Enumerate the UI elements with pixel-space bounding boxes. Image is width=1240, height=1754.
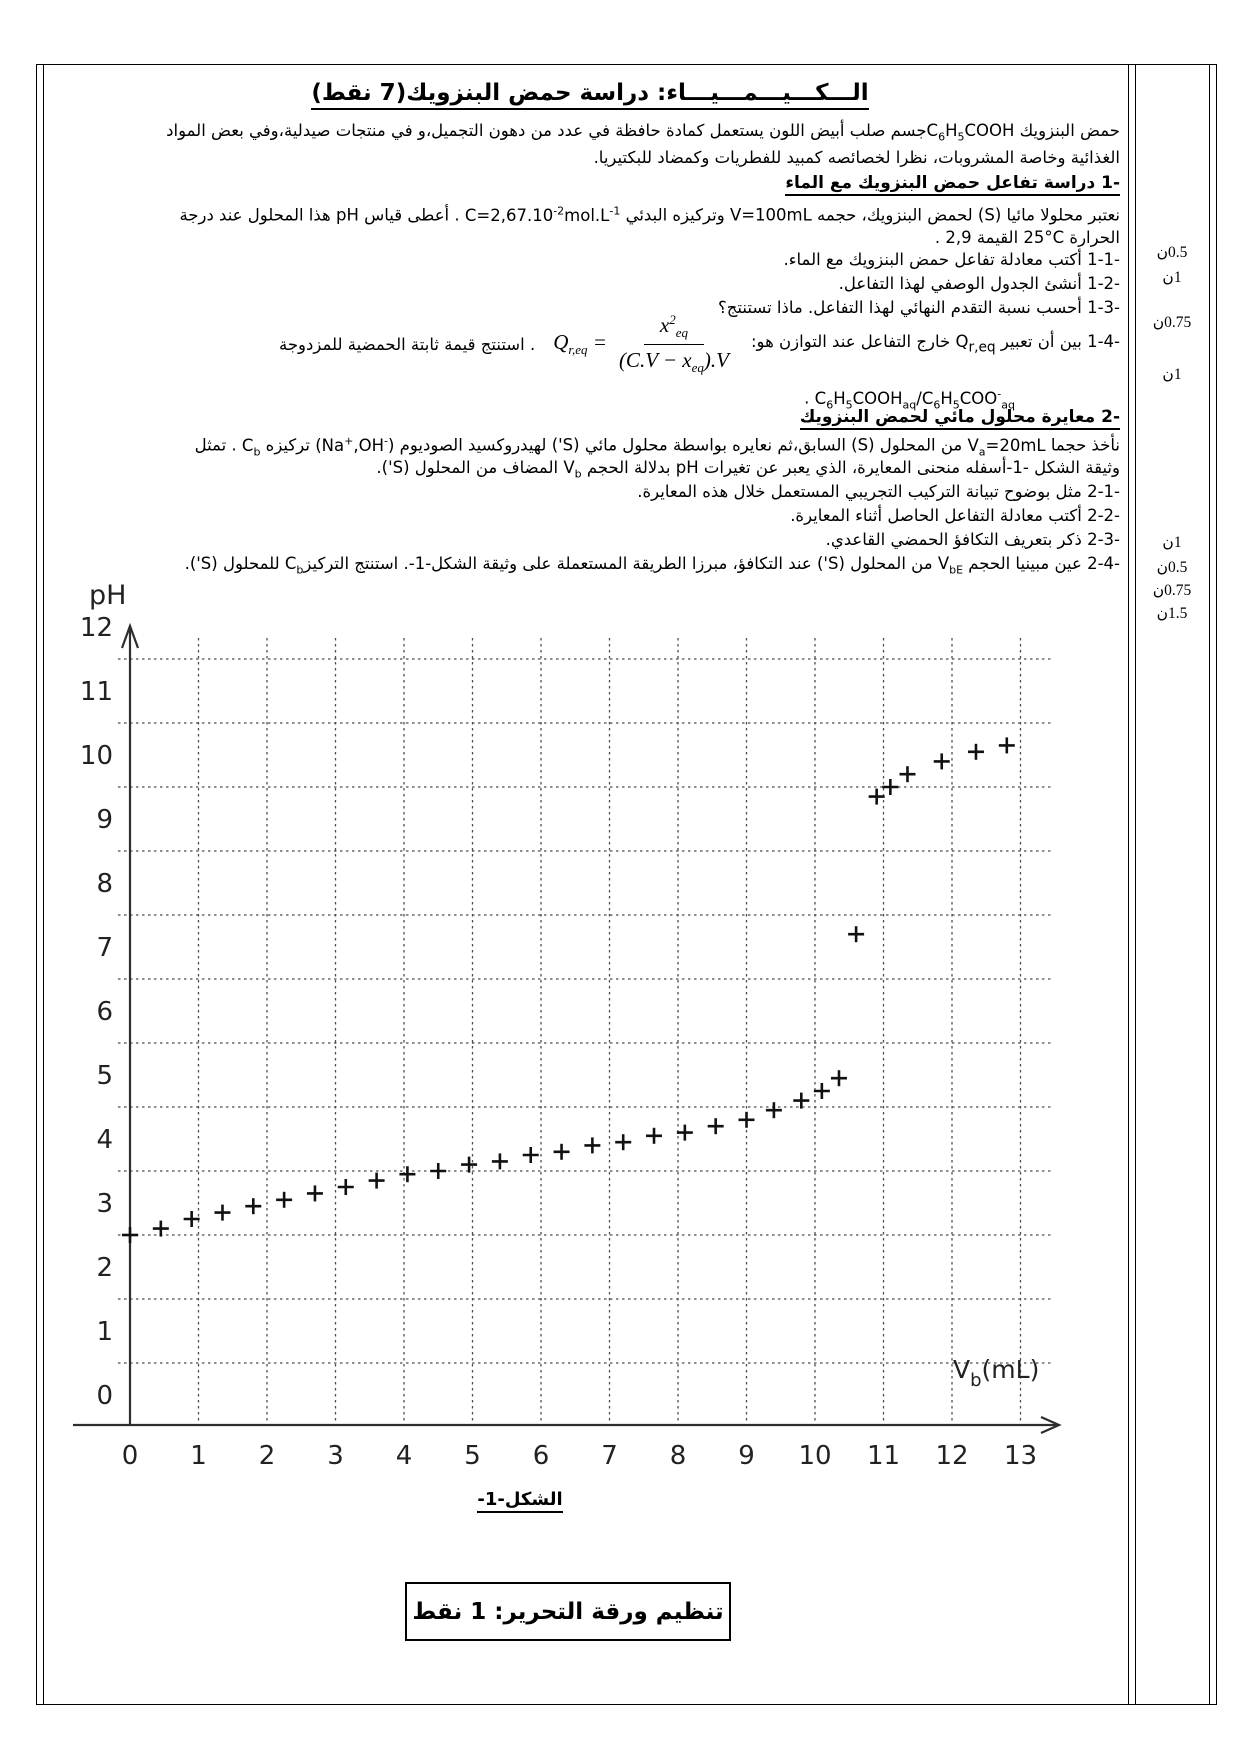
section1-line-2: الحرارة 25°C القيمة 2,9 . bbox=[934, 228, 1120, 247]
x-tick-label: 2 bbox=[259, 1441, 276, 1471]
question-1-1: 1-1- أكتب معادلة تفاعل حمض البنزويك مع ا… bbox=[783, 250, 1121, 269]
question-1-4-right-text: 1-4- بين أن تعبير Qr,eq خارج التفاعل عند… bbox=[751, 332, 1120, 356]
y-tick-label: 4 bbox=[96, 1125, 113, 1155]
score-q14: 1ن bbox=[1162, 366, 1182, 383]
section1-heading: 1- دراسة تفاعل حمض البنزويك مع الماء bbox=[46, 172, 1120, 196]
question-2-1: 2-1- مثل بوضوح تبيانة التركيب التجريبي ا… bbox=[637, 482, 1120, 501]
frame-left-outer-line bbox=[36, 64, 37, 1705]
section2-heading-text: 2- معايرة محلول مائي لحمض البنزويك bbox=[799, 407, 1120, 430]
x-tick-label: 12 bbox=[935, 1441, 968, 1471]
footer-organization-box: تنظيم ورقة التحرير: 1 نقط bbox=[405, 1582, 731, 1641]
intro-line-2: الغذائية وخاصة المشروبات، نظرا لخصائصه ك… bbox=[593, 148, 1120, 167]
figure-caption: الشكل-1- bbox=[0, 1489, 1040, 1513]
x-tick-label: 1 bbox=[190, 1441, 207, 1471]
section2-line-1: نأخذ حجما Va=20mL من المحلول (S) السابق،… bbox=[194, 434, 1120, 458]
frame-right-outer-line bbox=[1216, 64, 1217, 1705]
question-1-2: 1-2- أنشئ الجدول الوصفي لهذا التفاعل. bbox=[838, 274, 1120, 293]
page-title-text: الـــكـــيـــمـــيـــاء: دراسة حمض البنز… bbox=[311, 80, 869, 110]
question-1-4: 1-4- بين أن تعبير Qr,eq خارج التفاعل عند… bbox=[46, 312, 1120, 376]
section1-heading-text: 1- دراسة تفاعل حمض البنزويك مع الماء bbox=[785, 173, 1120, 196]
acid-base-pair: C6H5COOHaq/C6H5COO-aq . bbox=[804, 387, 1015, 411]
formula-fraction: x2eq (C.V − xeq).V bbox=[615, 312, 733, 376]
x-tick-label: 11 bbox=[867, 1441, 900, 1471]
y-tick-label: 3 bbox=[96, 1189, 113, 1219]
y-tick-label: 11 bbox=[80, 677, 113, 707]
chart-axes bbox=[73, 622, 1062, 1435]
score-q11: 0.5ن bbox=[1156, 244, 1188, 261]
score-q22: 0.5ن bbox=[1156, 559, 1188, 576]
x-tick-label: 4 bbox=[396, 1441, 413, 1471]
y-tick-label: 6 bbox=[96, 997, 113, 1027]
marks-column-inner-line bbox=[1135, 64, 1136, 1705]
y-tick-label: 0 bbox=[96, 1381, 113, 1411]
score-q12: 1ن bbox=[1162, 269, 1182, 286]
intro-line-1: حمض البنزويك C6H5COOHجسم صلب أبيض اللون … bbox=[166, 121, 1120, 144]
x-tick-label: 8 bbox=[670, 1441, 687, 1471]
x-tick-label: 3 bbox=[327, 1441, 344, 1471]
y-tick-label: 8 bbox=[96, 869, 113, 899]
frame-top-line bbox=[36, 64, 1217, 65]
x-tick-label: 0 bbox=[122, 1441, 139, 1471]
section2-heading: 2- معايرة محلول مائي لحمض البنزويك bbox=[46, 406, 1120, 430]
x-tick-label: 10 bbox=[798, 1441, 831, 1471]
footer-organization-label: تنظيم ورقة التحرير: 1 نقط bbox=[412, 1598, 724, 1625]
x-tick-label: 9 bbox=[738, 1441, 755, 1471]
y-tick-label: 10 bbox=[80, 741, 113, 771]
titration-chart-svg: 0 1 2 3 4 5 6 7 8 9 10 11 12 130123456789101112pHVb(m… bbox=[73, 580, 1062, 1471]
figure-caption-text: الشكل-1- bbox=[477, 1489, 563, 1513]
frame-left-inner-line bbox=[43, 64, 44, 1705]
page-title: الـــكـــيـــمـــيـــاء: دراسة حمض البنز… bbox=[60, 80, 1120, 110]
x-tick-label: 5 bbox=[464, 1441, 481, 1471]
x-tick-label: 13 bbox=[1004, 1441, 1037, 1471]
y-axis-label: pH bbox=[89, 580, 126, 611]
formula-lhs: Qr,eq = bbox=[553, 329, 607, 358]
question-2-4: 2-4- عين مبينيا الحجم VbE من المحلول (S'… bbox=[184, 554, 1120, 577]
question-2-3: 2-3- ذكر بتعريف التكافؤ الحمضي القاعدي. bbox=[825, 530, 1120, 549]
section1-line-1: نعتبر محلولا مائيا (S) لحمض البنزويك، حج… bbox=[179, 204, 1120, 225]
x-tick-label: 6 bbox=[533, 1441, 550, 1471]
y-tick-label: 5 bbox=[96, 1061, 113, 1091]
x-axis-label: Vb(mL) bbox=[953, 1355, 1039, 1391]
section2-line-2: وثيقة الشكل -1-أسفله منحنى المعايرة، الذ… bbox=[376, 458, 1120, 481]
formula-numerator: x2eq bbox=[643, 312, 705, 345]
titration-chart: 0 1 2 3 4 5 6 7 8 9 10 11 12 13 0 1 2 3 4 5 6 7 8 9 10 11 12 pH Vb(m… bbox=[55, 578, 1075, 1490]
y-tick-label: 2 bbox=[96, 1253, 113, 1283]
y-tick-label: 7 bbox=[96, 933, 113, 963]
y-tick-label: 9 bbox=[96, 805, 113, 835]
question-1-3: 1-3- أحسب نسبة التقدم النهائي لهذا التفا… bbox=[718, 298, 1120, 317]
x-tick-label: 7 bbox=[601, 1441, 618, 1471]
frame-bottom-line bbox=[36, 1704, 1217, 1705]
question-1-4-left-text: . استنتج قيمة ثابتة الحمضية للمزدوجة bbox=[279, 334, 536, 354]
question-2-2: 2-2- أكتب معادلة التفاعل الحاصل أثناء ال… bbox=[790, 506, 1120, 525]
score-q21: 1ن bbox=[1162, 534, 1182, 551]
y-tick-label: 12 bbox=[80, 613, 113, 643]
marks-column-outer-line bbox=[1128, 64, 1129, 1705]
frame-right-inner-line bbox=[1209, 64, 1210, 1705]
reaction-quotient-formula: Qr,eq = x2eq (C.V − xeq).V bbox=[553, 312, 733, 376]
score-q13: 0.75ن bbox=[1152, 314, 1192, 331]
y-tick-label: 1 bbox=[96, 1317, 113, 1347]
formula-denominator: (C.V − xeq).V bbox=[618, 347, 729, 375]
score-q24: 1.5ن bbox=[1156, 605, 1188, 622]
score-q23: 0.75ن bbox=[1152, 582, 1192, 599]
chart-data-points bbox=[122, 737, 1015, 1243]
chart-grid bbox=[118, 638, 1053, 1425]
